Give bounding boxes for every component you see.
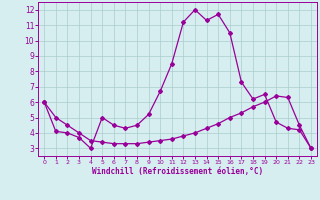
X-axis label: Windchill (Refroidissement éolien,°C): Windchill (Refroidissement éolien,°C) bbox=[92, 167, 263, 176]
